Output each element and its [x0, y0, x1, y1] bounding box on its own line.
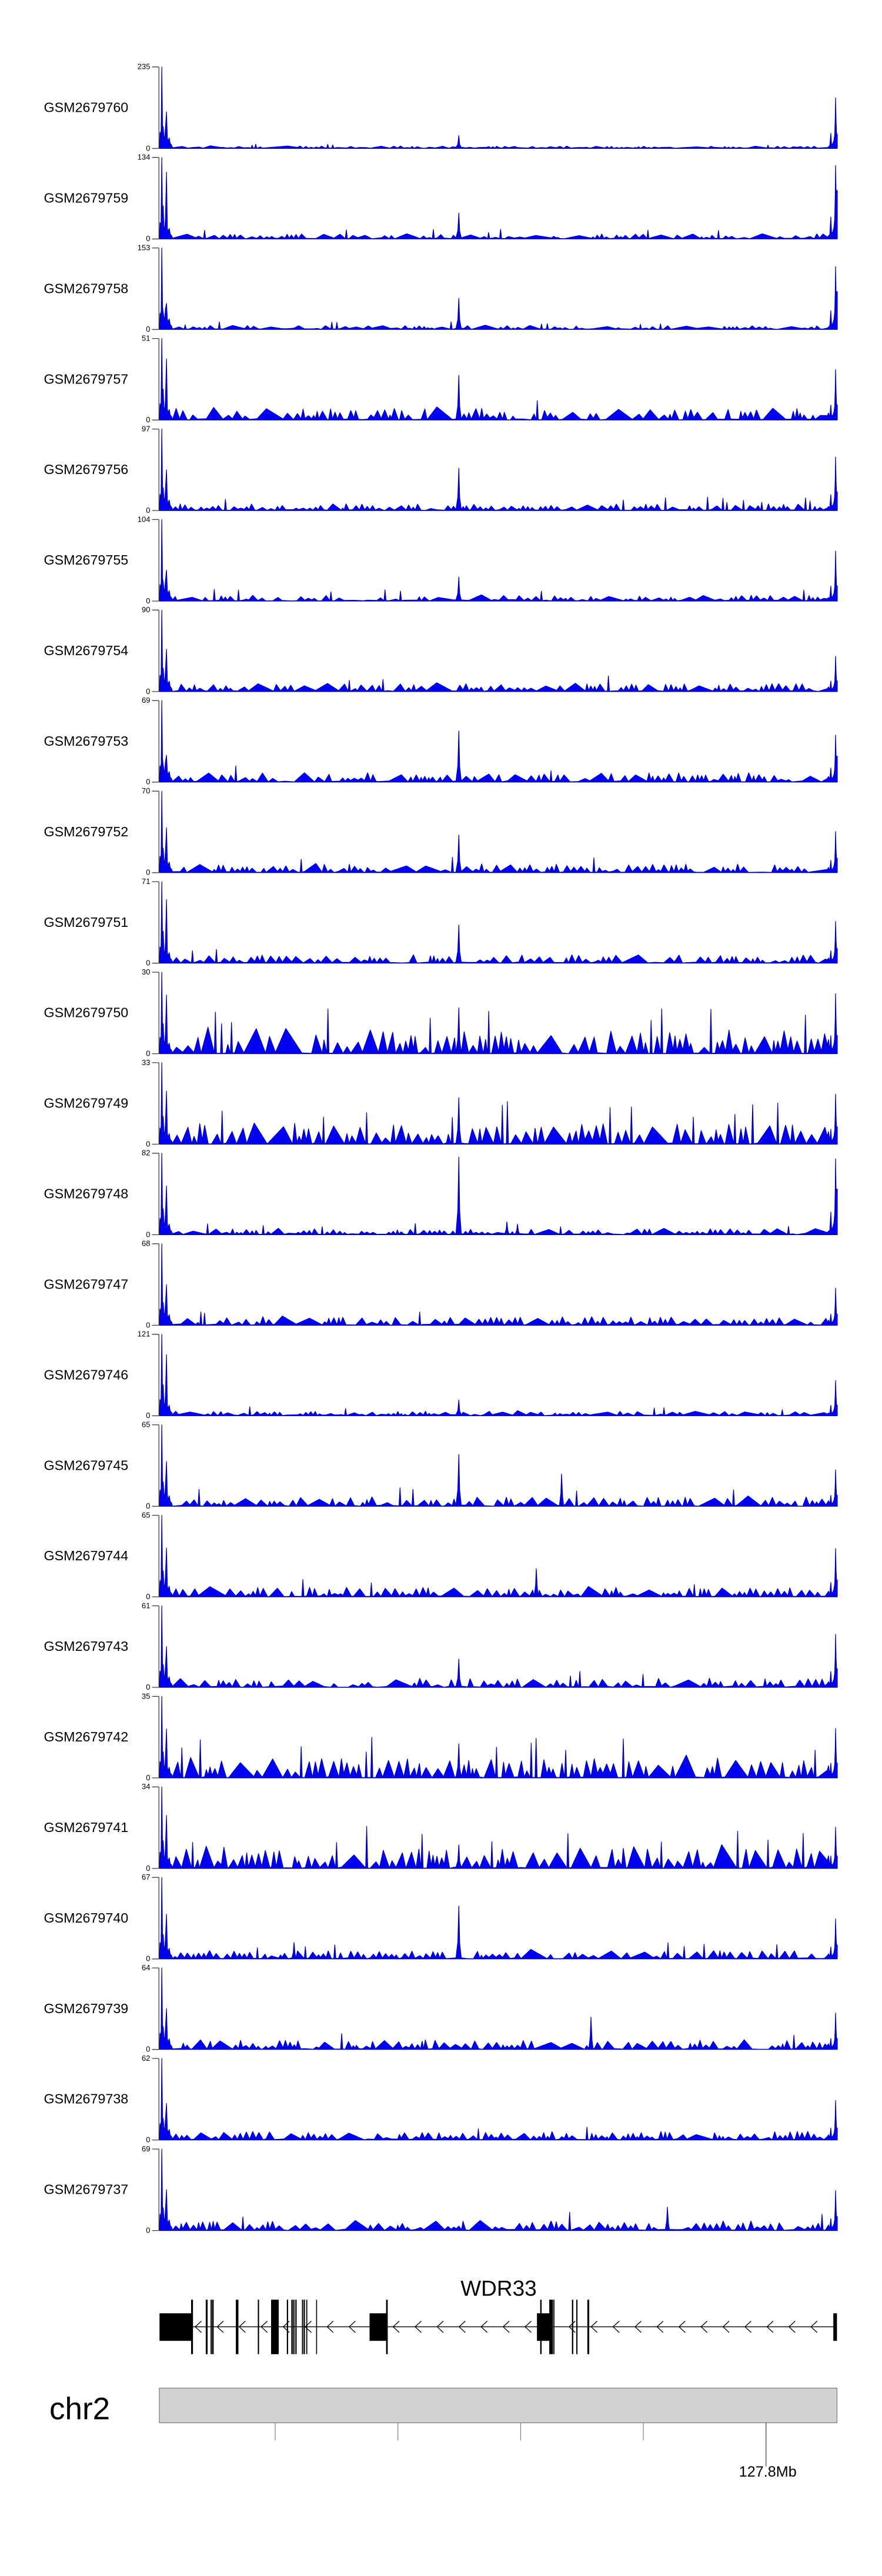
svg-text:GSM2679753: GSM2679753 [44, 733, 129, 749]
svg-text:62: 62 [142, 2054, 150, 2063]
svg-text:69: 69 [142, 2144, 150, 2153]
svg-text:WDR33: WDR33 [460, 2277, 537, 2301]
svg-text:0: 0 [146, 1139, 150, 1148]
svg-text:0: 0 [146, 325, 150, 333]
svg-text:GSM2679756: GSM2679756 [44, 462, 129, 477]
svg-text:67: 67 [142, 1873, 150, 1881]
svg-text:68: 68 [142, 1239, 150, 1248]
svg-text:GSM2679740: GSM2679740 [44, 1910, 129, 1926]
svg-text:GSM2679737: GSM2679737 [44, 2182, 129, 2197]
svg-text:GSM2679738: GSM2679738 [44, 2091, 129, 2107]
svg-text:GSM2679747: GSM2679747 [44, 1277, 129, 1292]
svg-text:GSM2679752: GSM2679752 [44, 824, 129, 839]
svg-text:0: 0 [146, 959, 150, 967]
svg-text:104: 104 [138, 515, 151, 523]
svg-text:GSM2679745: GSM2679745 [44, 1457, 129, 1473]
svg-text:GSM2679749: GSM2679749 [44, 1096, 129, 1111]
svg-text:0: 0 [146, 1320, 150, 1329]
svg-text:0: 0 [146, 1501, 150, 1510]
svg-text:34: 34 [142, 1782, 150, 1791]
svg-text:GSM2679748: GSM2679748 [44, 1186, 129, 1202]
svg-text:30: 30 [142, 967, 150, 976]
svg-text:GSM2679741: GSM2679741 [44, 1820, 129, 1835]
svg-text:0: 0 [146, 2135, 150, 2144]
svg-text:GSM2679746: GSM2679746 [44, 1367, 129, 1382]
svg-text:0: 0 [146, 1230, 150, 1239]
svg-text:0: 0 [146, 1954, 150, 1963]
svg-text:235: 235 [138, 62, 151, 71]
svg-text:GSM2679744: GSM2679744 [44, 1548, 129, 1563]
svg-text:0: 0 [146, 778, 150, 786]
svg-text:0: 0 [146, 415, 150, 424]
svg-text:134: 134 [138, 153, 151, 162]
svg-text:69: 69 [142, 696, 150, 705]
svg-text:0: 0 [146, 2226, 150, 2235]
svg-text:127.8Mb: 127.8Mb [739, 2464, 797, 2480]
svg-text:65: 65 [142, 1510, 150, 1519]
svg-text:61: 61 [142, 1601, 150, 1610]
svg-text:GSM2679750: GSM2679750 [44, 1005, 129, 1020]
svg-text:GSM2679759: GSM2679759 [44, 190, 129, 205]
svg-text:121: 121 [138, 1330, 151, 1339]
svg-text:0: 0 [146, 1864, 150, 1873]
svg-text:97: 97 [142, 424, 150, 433]
svg-text:0: 0 [146, 144, 150, 152]
svg-text:GSM2679739: GSM2679739 [44, 2001, 129, 2016]
svg-text:GSM2679751: GSM2679751 [44, 915, 129, 930]
svg-text:64: 64 [142, 1963, 150, 1972]
svg-text:33: 33 [142, 1058, 150, 1067]
svg-text:82: 82 [142, 1149, 150, 1157]
svg-text:0: 0 [146, 687, 150, 696]
svg-text:0: 0 [146, 1683, 150, 1691]
svg-text:153: 153 [138, 243, 151, 252]
svg-text:0: 0 [146, 506, 150, 515]
svg-text:90: 90 [142, 605, 150, 614]
svg-text:71: 71 [142, 877, 150, 886]
svg-text:0: 0 [146, 1773, 150, 1782]
svg-text:0: 0 [146, 1411, 150, 1420]
svg-text:0: 0 [146, 1049, 150, 1058]
svg-text:GSM2679754: GSM2679754 [44, 643, 129, 658]
svg-text:0: 0 [146, 1592, 150, 1601]
svg-text:0: 0 [146, 234, 150, 243]
svg-text:chr2: chr2 [49, 2392, 110, 2427]
svg-text:GSM2679758: GSM2679758 [44, 281, 129, 296]
svg-text:0: 0 [146, 596, 150, 605]
svg-text:35: 35 [142, 1691, 150, 1700]
svg-text:0: 0 [146, 2045, 150, 2054]
svg-text:65: 65 [142, 1420, 150, 1429]
svg-text:GSM2679742: GSM2679742 [44, 1729, 129, 1744]
svg-text:GSM2679760: GSM2679760 [44, 100, 129, 115]
svg-text:51: 51 [142, 334, 150, 343]
svg-text:0: 0 [146, 868, 150, 877]
svg-text:70: 70 [142, 786, 150, 795]
svg-text:GSM2679757: GSM2679757 [44, 371, 129, 386]
svg-text:GSM2679755: GSM2679755 [44, 552, 129, 568]
svg-text:GSM2679743: GSM2679743 [44, 1639, 129, 1654]
